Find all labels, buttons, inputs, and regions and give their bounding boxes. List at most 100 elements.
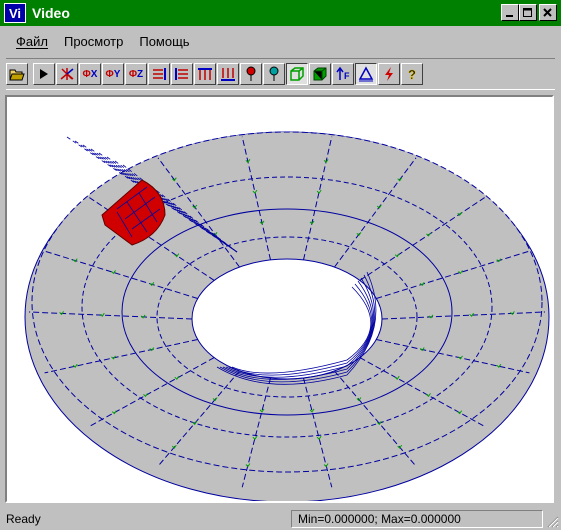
- rotate-y-button[interactable]: ΦY: [102, 63, 124, 85]
- node-marker: [458, 355, 463, 360]
- title-bar[interactable]: Vi Video: [0, 0, 561, 26]
- minimize-button[interactable]: [501, 4, 519, 21]
- mesh-spoke: [157, 370, 240, 467]
- pin-green-button[interactable]: [263, 63, 285, 85]
- mesh-spoke: [28, 311, 193, 320]
- arrows-down-button[interactable]: [217, 63, 239, 85]
- node-marker: [174, 253, 180, 258]
- menu-view[interactable]: Просмотр: [56, 34, 131, 49]
- mesh-spoke: [359, 357, 485, 427]
- mesh-spoke: [241, 136, 271, 261]
- status-bar: Ready Min=0.000000; Max=0.000000: [0, 507, 561, 530]
- node-marker: [397, 177, 403, 182]
- node-marker: [510, 311, 515, 316]
- node-marker: [259, 408, 265, 413]
- rotate-z-icon: ΦZ: [128, 68, 144, 80]
- triangle-icon: [358, 66, 374, 82]
- node-marker: [59, 311, 65, 316]
- rotate-x-icon: ΦX: [82, 68, 98, 80]
- close-button[interactable]: [539, 4, 557, 21]
- force-arrow-button[interactable]: F: [332, 63, 354, 85]
- arrows-down-icon: [221, 68, 235, 81]
- node-marker: [174, 375, 180, 380]
- menu-help-label: Помощь: [139, 33, 190, 49]
- node-marker: [316, 435, 322, 440]
- menu-help[interactable]: Помощь: [131, 34, 197, 49]
- node-marker: [316, 189, 322, 194]
- minimize-icon: [506, 14, 513, 17]
- node-marker: [149, 347, 155, 352]
- viewport-canvas[interactable]: [5, 95, 554, 503]
- maximize-button[interactable]: [519, 4, 537, 21]
- axes-button[interactable]: [56, 63, 78, 85]
- node-marker: [426, 232, 431, 237]
- lightning-button[interactable]: [378, 63, 400, 85]
- inner-wall-line: [216, 271, 377, 385]
- open-button[interactable]: [6, 63, 28, 85]
- arrows-right-icon: [153, 68, 166, 80]
- node-marker: [419, 282, 425, 287]
- mesh-spoke: [157, 157, 240, 268]
- pin-green-icon: [269, 66, 279, 81]
- node-marker: [376, 421, 382, 426]
- svg-text:?: ?: [408, 67, 416, 82]
- mesh-spoke: [89, 197, 215, 281]
- arrows-left-button[interactable]: [171, 63, 193, 85]
- node-marker: [323, 463, 329, 468]
- node-marker: [323, 159, 329, 164]
- inner-wall-line: [222, 277, 374, 380]
- arrows-up-button[interactable]: [194, 63, 216, 85]
- node-marker: [212, 397, 218, 402]
- rotate-z-button[interactable]: ΦZ: [125, 63, 147, 85]
- force-arrow-icon: F: [336, 66, 350, 81]
- app-icon[interactable]: Vi: [4, 3, 26, 23]
- node-marker: [394, 375, 400, 380]
- node-marker: [259, 220, 265, 225]
- menu-file[interactable]: Файл: [0, 34, 56, 49]
- play-button[interactable]: [33, 63, 55, 85]
- mesh-ring: [121, 208, 453, 416]
- wireframe-cube-button[interactable]: [286, 63, 308, 85]
- node-marker: [309, 408, 315, 413]
- menu-view-label: Просмотр: [63, 33, 124, 49]
- node-marker: [192, 204, 198, 209]
- maximize-icon: [523, 7, 532, 17]
- node-marker: [252, 189, 258, 194]
- node-marker: [99, 312, 105, 317]
- node-marker: [457, 410, 463, 415]
- node-marker: [72, 363, 78, 368]
- torus-mesh[interactable]: [7, 97, 552, 501]
- inner-wall-line: [219, 274, 376, 383]
- play-icon: [40, 69, 48, 79]
- node-marker: [72, 258, 78, 263]
- close-icon: [543, 7, 552, 17]
- toolbar: ΦX ΦY ΦZ F: [6, 58, 555, 90]
- node-marker: [245, 463, 251, 468]
- mesh-spoke: [376, 339, 530, 374]
- help-button[interactable]: ?: [401, 63, 423, 85]
- help-icon: ?: [408, 67, 417, 82]
- pin-red-button[interactable]: [240, 63, 262, 85]
- menu-bar: Файл Просмотр Помощь: [0, 30, 561, 52]
- node-marker: [171, 177, 177, 182]
- arrows-up-icon: [198, 68, 212, 80]
- mesh-ring: [156, 236, 418, 398]
- node-marker: [356, 232, 362, 237]
- node-marker: [111, 410, 117, 415]
- status-min-max: Min=0.000000; Max=0.000000: [291, 510, 543, 528]
- node-marker: [426, 393, 431, 398]
- arrows-right-button[interactable]: [148, 63, 170, 85]
- mesh-spoke: [381, 311, 546, 320]
- solid-cube-button[interactable]: [309, 63, 331, 85]
- node-marker: [309, 220, 315, 225]
- mesh-spoke: [334, 157, 417, 268]
- mesh-dense-line: [106, 156, 238, 253]
- mesh-spoke: [44, 339, 198, 374]
- node-marker: [143, 393, 148, 398]
- axes-icon: [60, 68, 74, 80]
- resize-grip-icon[interactable]: [545, 514, 559, 528]
- rotate-x-button[interactable]: ΦX: [79, 63, 101, 85]
- node-marker: [376, 204, 382, 209]
- triangle-button[interactable]: [355, 63, 377, 85]
